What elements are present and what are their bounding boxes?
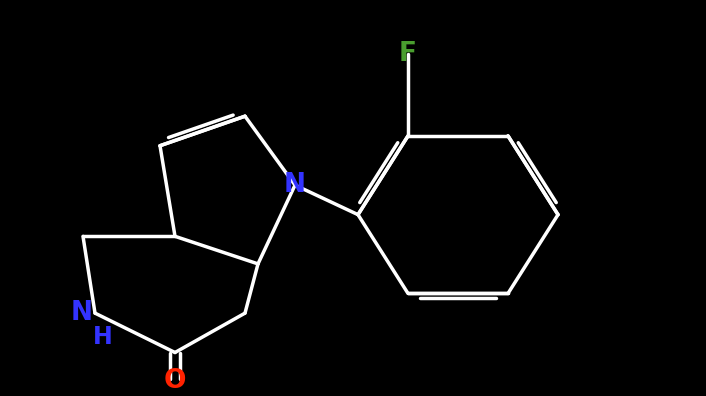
Text: F: F (399, 41, 417, 67)
Text: H: H (93, 325, 113, 349)
Text: N: N (71, 300, 93, 326)
Text: O: O (164, 368, 186, 394)
Text: N: N (284, 172, 306, 198)
